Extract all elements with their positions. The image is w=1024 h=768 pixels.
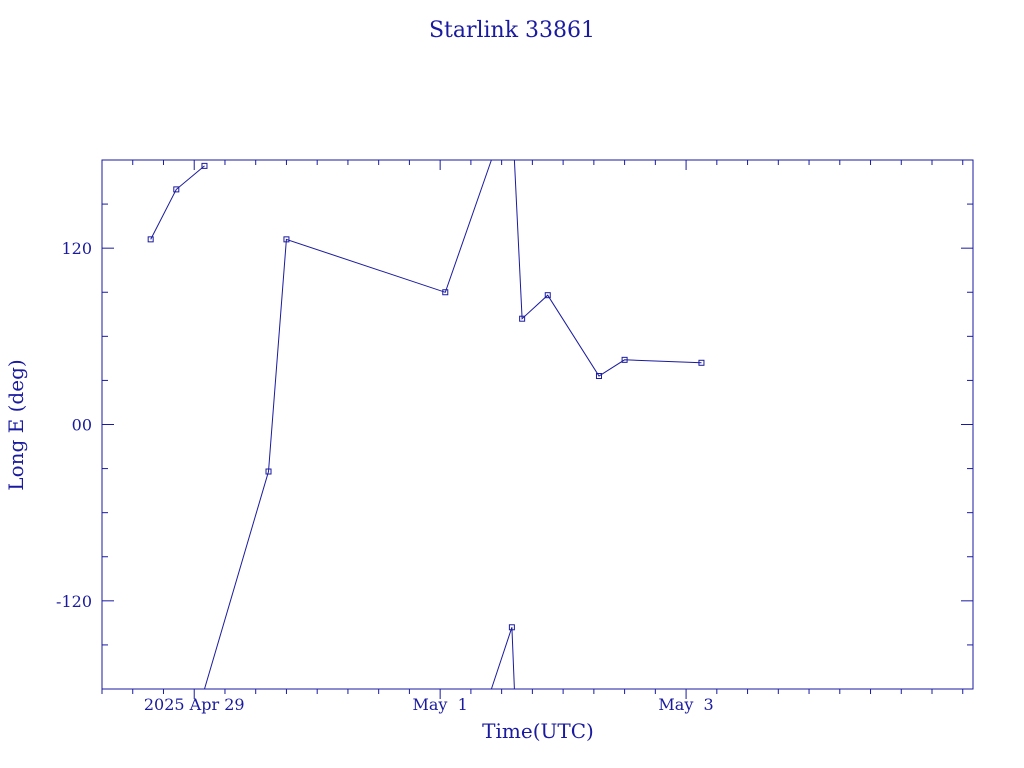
series-line-segment [490,627,515,690]
data-point-marker [595,373,602,380]
data-markers [147,162,705,631]
data-point-marker [173,186,180,193]
plot-frame [101,159,974,690]
y-tick-label: 00 [72,416,92,435]
data-point-marker [147,236,154,243]
series-line-segment [204,159,492,690]
data-point-marker [442,289,449,296]
series-line-segment [150,165,205,240]
tick-labels: 2025 Apr 29 May 1 May 3 120 00 -120 [56,239,714,714]
data-point-marker [544,292,551,299]
chart-title: Starlink 33861 [429,18,595,43]
y-tick-label: 120 [61,239,92,258]
data-point-marker [698,359,705,366]
data-point-marker [265,468,272,475]
data-point-marker [283,236,290,243]
data-point-marker [508,624,515,631]
x-tick-label: May 3 [658,695,713,714]
y-axis-label: Long E (deg) [4,359,28,490]
longitude-series [150,159,702,690]
data-point-marker [201,162,208,169]
x-tick-label: 2025 Apr 29 [144,695,245,714]
x-axis-label: Time(UTC) [482,719,594,743]
data-point-marker [519,315,526,322]
series-line-segment [513,159,702,377]
axis-ticks [101,159,973,699]
x-tick-label: May 1 [412,695,467,714]
y-tick-label: -120 [56,592,92,611]
data-point-marker [621,356,628,363]
